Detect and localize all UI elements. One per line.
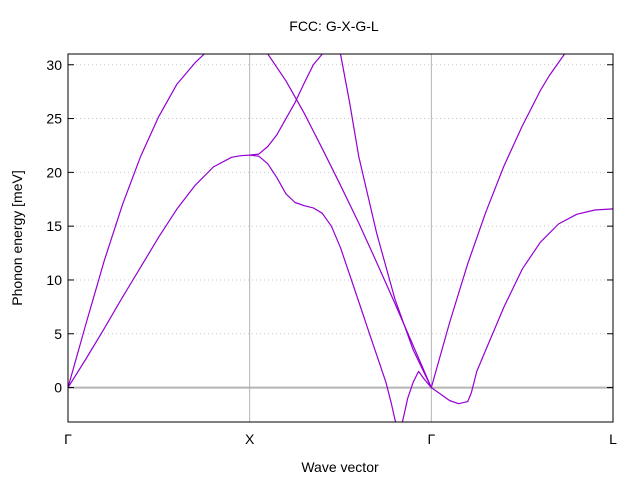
- series-line-2: [68, 54, 324, 388]
- series-line-4: [339, 54, 432, 388]
- x-axis-label: Wave vector: [301, 459, 379, 475]
- x-tick-label: Γ: [427, 431, 435, 447]
- y-tick-label: 30: [46, 57, 62, 73]
- plot-frame: [67, 53, 614, 423]
- series-line-6: [401, 370, 432, 422]
- chart-title: FCC: G-X-G-L: [289, 18, 379, 34]
- series-line-1: [68, 54, 206, 388]
- grid: [68, 54, 613, 422]
- series-line-7: [430, 208, 613, 405]
- series-line-5: [267, 54, 432, 388]
- y-tick-label: 0: [54, 380, 62, 396]
- y-tick-label: 10: [46, 272, 62, 288]
- y-tick-label: 25: [46, 111, 62, 127]
- y-tick-label: 5: [54, 326, 62, 342]
- x-tick-label: X: [245, 431, 255, 447]
- y-axis-ticks: 0 5 10 15 20 25 30: [46, 57, 613, 396]
- x-tick-label: Γ: [64, 431, 72, 447]
- y-axis-label: Phonon energy [meV]: [9, 170, 25, 305]
- series-line-8: [430, 54, 566, 388]
- series-line-3: [249, 154, 397, 422]
- series-lines: [68, 54, 613, 422]
- y-tick-label: 15: [46, 218, 62, 234]
- x-tick-label: L: [609, 431, 617, 447]
- y-tick-label: 20: [46, 164, 62, 180]
